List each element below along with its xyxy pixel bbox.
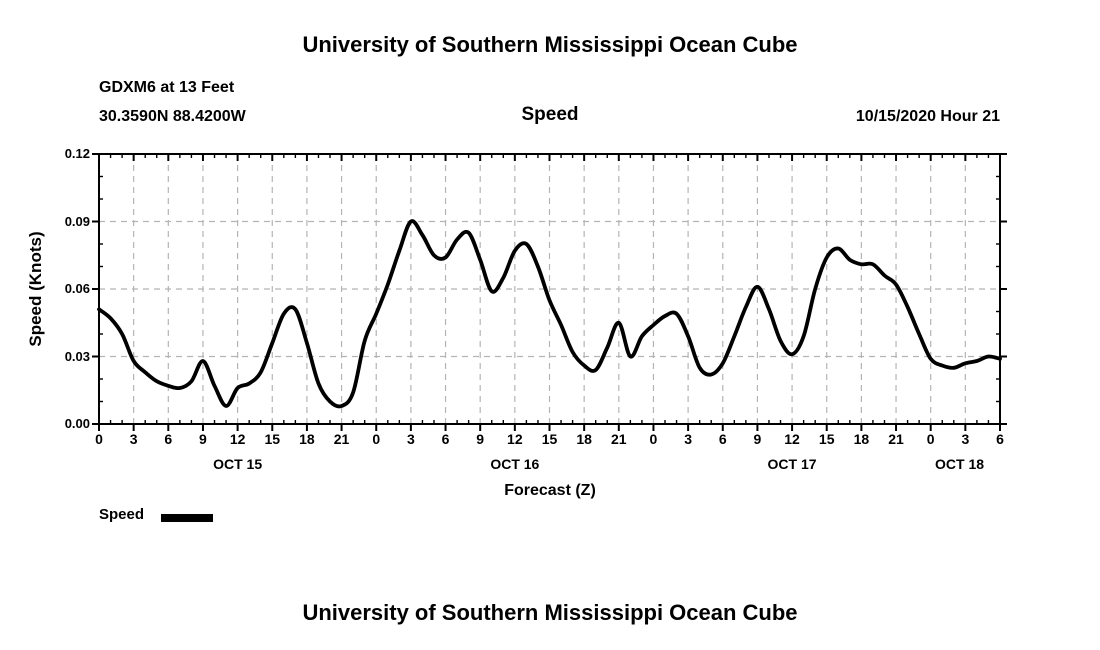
x-tick-label: 0 (649, 431, 658, 447)
day-label: OCT 17 (767, 456, 817, 472)
y-tick-label: 0.09 (64, 213, 90, 229)
x-tick-label: 12 (507, 431, 523, 447)
x-tick-label: 6 (718, 431, 727, 447)
x-tick-label: 6 (996, 431, 1004, 447)
x-tick-label: 0 (372, 431, 381, 447)
datetime-label: 10/15/2020 Hour 21 (855, 108, 1000, 125)
legend-key-line (161, 514, 213, 522)
x-axis-label: Forecast (Z) (504, 482, 596, 499)
legend-label: Speed (99, 506, 145, 523)
footer-title: University of Southern Mississippi Ocean… (302, 600, 798, 625)
x-tick-label: 15 (264, 431, 281, 447)
x-tick-label: 12 (784, 431, 800, 447)
x-tick-label: 9 (476, 431, 485, 447)
x-tick-label: 3 (406, 431, 415, 447)
page-title: University of Southern Mississippi Ocean… (302, 32, 798, 57)
x-tick-label: 0 (926, 431, 935, 447)
y-tick-label: 0.06 (64, 281, 90, 296)
x-tick-label: 15 (541, 431, 558, 447)
x-tick-label: 18 (853, 431, 870, 447)
y-tick-label: 0.12 (64, 146, 90, 161)
x-tick-label: 18 (576, 431, 592, 447)
station-label: GDXM6 at 13 Feet (99, 79, 235, 96)
coordinates-label: 30.3590N 88.4200W (99, 108, 246, 125)
x-tick-label: 21 (333, 431, 350, 447)
plot-frame (98, 153, 1001, 425)
x-tick-label: 15 (818, 431, 835, 447)
x-tick-label: 0 (95, 431, 103, 447)
day-label: OCT 15 (213, 456, 263, 472)
x-tick-label: 3 (961, 431, 970, 447)
x-tick-label: 6 (164, 431, 173, 447)
x-tick-label: 12 (229, 431, 246, 447)
x-tick-label: 3 (129, 431, 138, 447)
x-tick-label: 9 (199, 431, 207, 447)
day-label: OCT 18 (935, 456, 985, 472)
x-tick-label: 6 (441, 431, 450, 447)
x-tick-label: 3 (684, 431, 692, 447)
x-tick-label: 21 (611, 431, 627, 447)
y-tick-label: 0.00 (64, 416, 90, 431)
y-tick-label: 0.03 (64, 348, 90, 364)
speed-series-line (97, 219, 1002, 409)
day-label: OCT 16 (490, 456, 540, 472)
x-tick-label: 9 (753, 431, 762, 447)
chart-title: Speed (521, 104, 579, 125)
x-tick-label: 21 (888, 431, 904, 447)
x-tick-label: 18 (299, 431, 315, 447)
